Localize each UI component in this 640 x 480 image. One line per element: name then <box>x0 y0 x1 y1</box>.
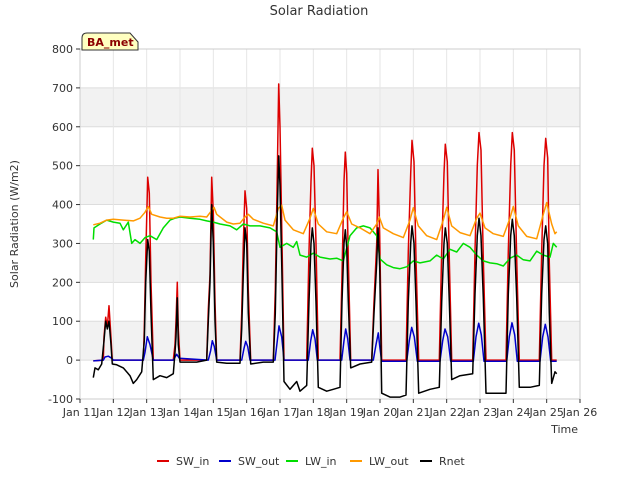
y-axis-ticks: -100 0 100 200 300 400 500 600 700 800 <box>48 43 80 406</box>
legend: SW_in SW_out LW_in LW_out Rnet <box>157 455 465 468</box>
x-tick-label: Jan 18 <box>295 406 330 419</box>
x-tick-label: Jan 16 <box>228 406 263 419</box>
y-tick-label: 500 <box>52 160 73 173</box>
plot-background-bands <box>80 49 580 399</box>
x-tick-label: Jan 20 <box>362 406 397 419</box>
grid-lines <box>79 48 581 400</box>
x-axis-label: Time <box>550 423 578 436</box>
legend-label-sw-in: SW_in <box>176 455 209 468</box>
x-tick-label: Jan 24 <box>495 406 530 419</box>
badge-label: BA_met <box>87 36 134 49</box>
chart-title: Solar Radiation <box>270 4 369 19</box>
y-tick-label: 400 <box>52 199 73 212</box>
plot-band <box>80 321 580 361</box>
y-tick-label: 800 <box>52 43 73 56</box>
badge-shape <box>81 32 139 51</box>
series-lines <box>92 83 558 398</box>
plot-band <box>80 243 580 283</box>
x-tick-label: Jan 19 <box>328 406 363 419</box>
x-tick-label: Jan 15 <box>195 406 230 419</box>
y-tick-label: 100 <box>52 315 73 328</box>
y-tick-label: 300 <box>52 237 73 250</box>
plot-band <box>80 165 580 205</box>
legend-label-lw-out: LW_out <box>369 455 409 468</box>
site-badge: BA_met <box>81 32 139 51</box>
x-tick-label: Jan 22 <box>428 406 463 419</box>
y-tick-label: 200 <box>52 276 73 289</box>
x-tick-label: Jan 26 <box>562 406 597 419</box>
x-tick-label: Jan 12 <box>95 406 130 419</box>
legend-label-lw-in: LW_in <box>305 455 337 468</box>
series-line-rnet <box>92 155 558 398</box>
series-line-lw-out <box>93 201 558 241</box>
y-axis-label: Solar Radiation (W/m2) <box>8 160 21 288</box>
y-tick-label: 600 <box>52 121 73 134</box>
plot-frame <box>79 48 581 400</box>
x-tick-label: Jan 17 <box>262 406 297 419</box>
x-tick-label: Jan 14 <box>162 406 197 419</box>
x-tick-label: Jan 21 <box>395 406 430 419</box>
x-tick-label: Jan 11 <box>62 406 97 419</box>
y-tick-label: 700 <box>52 82 73 95</box>
y-tick-label: -100 <box>48 393 73 406</box>
legend-label-sw-out: SW_out <box>238 455 280 468</box>
y-tick-label: 0 <box>66 354 73 367</box>
x-tick-label: Jan 25 <box>528 406 563 419</box>
x-tick-label: Jan 13 <box>128 406 163 419</box>
x-tick-label: Jan 23 <box>462 406 497 419</box>
legend-label-rnet: Rnet <box>439 455 465 468</box>
plot-band <box>80 87 580 127</box>
